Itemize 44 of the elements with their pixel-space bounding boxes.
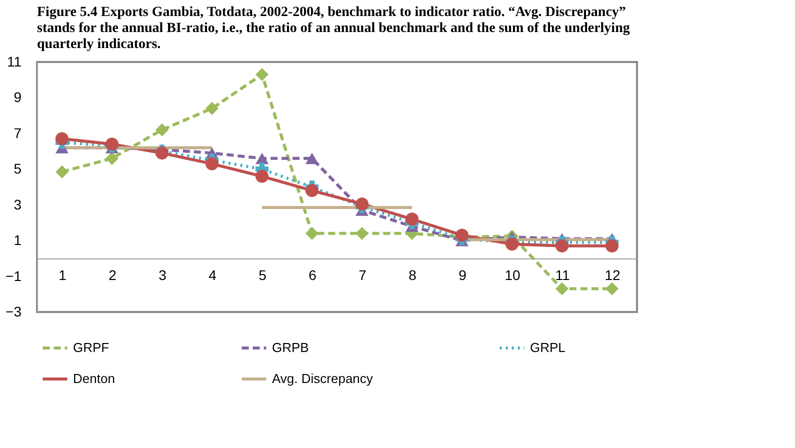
x-tick-label: 5 <box>258 266 267 283</box>
y-tick-label: −3 <box>6 304 22 320</box>
point <box>305 184 319 198</box>
x-tick-label: 7 <box>358 266 367 283</box>
y-tick-label: 9 <box>14 89 22 106</box>
y-tick-label: 11 <box>6 54 22 70</box>
point <box>605 282 619 296</box>
y-tick-label: 5 <box>14 160 22 177</box>
point <box>255 68 269 82</box>
x-tick-label: 12 <box>604 266 620 283</box>
legend-label: Denton <box>73 371 115 386</box>
x-tick-label: 10 <box>504 266 520 283</box>
x-tick-label: 1 <box>58 266 67 283</box>
point <box>255 170 269 183</box>
point <box>55 132 69 146</box>
y-tick-label: −1 <box>6 268 22 284</box>
point <box>555 282 569 296</box>
point <box>405 212 419 226</box>
legend-label: GRPB <box>272 340 309 355</box>
x-tick-label: 4 <box>208 266 217 283</box>
y-tick-label: 1 <box>14 232 22 248</box>
x-tick-label: 8 <box>408 266 417 283</box>
x-tick-label: 3 <box>158 266 167 283</box>
point <box>205 102 219 115</box>
point <box>205 157 219 170</box>
x-tick-label: 9 <box>458 266 467 283</box>
point <box>155 123 169 136</box>
point <box>355 226 369 240</box>
legend-label: GRPF <box>73 340 110 355</box>
point <box>355 197 369 210</box>
legend-label: Avg. Discrepancy <box>272 371 374 386</box>
point <box>105 152 119 165</box>
point <box>605 239 619 252</box>
chart-title: Figure 5.4 Exports Gambia, Totdata, 2002-2004, benchmark to indicator ratio. “Avg. Discrepancy” stands for the annual BI-ratio, i.e., the ratio of an annual benchmark and the sum of the underlying quarterly indicators. <box>37 5 630 52</box>
x-tick-label: 6 <box>308 266 317 283</box>
y-tick-label: 7 <box>14 124 22 141</box>
point <box>305 226 319 240</box>
y-tick-label: 3 <box>14 196 22 212</box>
legend-label: GRPL <box>530 340 566 355</box>
point <box>555 239 569 252</box>
x-tick-label: 11 <box>555 266 570 283</box>
x-tick-label: 2 <box>108 266 117 283</box>
point <box>305 152 319 164</box>
point <box>55 165 69 178</box>
